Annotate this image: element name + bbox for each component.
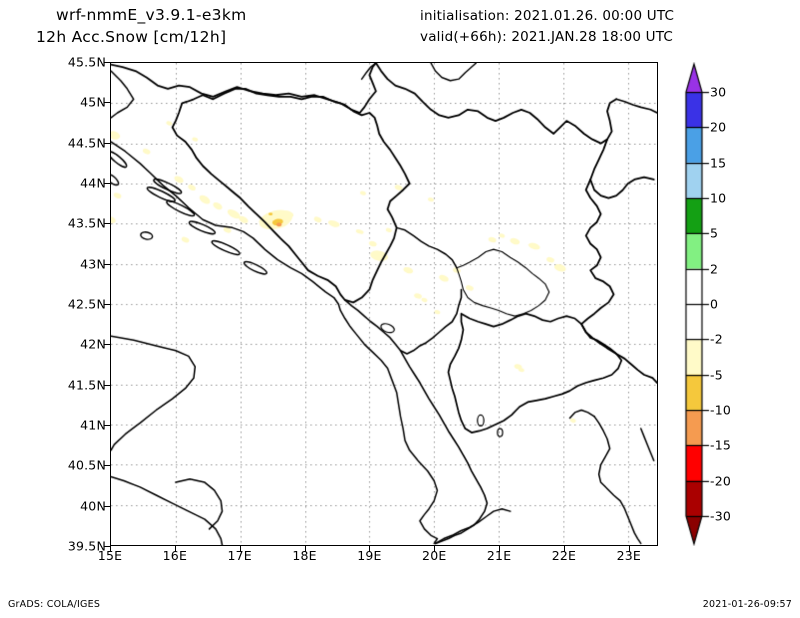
lon-tick-label: 20E [422,548,447,563]
colorbar-tick-label: -2 [710,331,723,347]
lon-tick-label: 21E [486,548,512,563]
lon-tick-label: 19E [357,548,382,563]
lat-tick-label: 44N [80,175,106,191]
lon-tick-mark [174,546,176,552]
lon-tick-mark [434,546,436,552]
lat-tick-label: 40N [80,498,106,514]
grads-credit: GrADS: COLA/IGES [8,599,101,610]
lat-tick-mark [104,465,111,467]
lon-tick-label: 15E [97,548,123,563]
lon-tick-mark [304,546,306,552]
lon-tick-label: 16E [162,548,188,563]
lat-tick-label: 43.5N [67,215,106,231]
lon-tick-label: 22E [551,548,577,563]
lat-tick-label: 41N [80,417,106,433]
lat-tick-label: 42N [80,336,106,352]
lat-tick-label: 43N [80,256,106,272]
colorbar-tick-label: -30 [710,508,732,524]
lat-tick-mark [104,102,111,104]
precipitation-map [111,63,657,545]
colorbar-tick-label: 15 [710,155,727,171]
lat-tick-mark [104,425,111,426]
lon-tick-label: 23E [616,548,642,563]
lon-tick-mark [499,546,501,552]
render-timestamp: 2021-01-26-09:57 [702,599,792,610]
lat-tick-mark [104,505,111,507]
lat-tick-mark [104,223,111,225]
colorbar-gradient [678,62,710,546]
lat-tick-mark [104,546,111,547]
lat-tick-mark [104,62,111,63]
model-title: wrf-nmmE_v3.9.1-e3km [56,6,247,24]
colorbar-tick-label: 10 [710,190,727,206]
colorbar-tick-label: -10 [710,402,732,418]
lat-tick-mark [104,263,111,265]
colorbar-tick-label: 5 [710,225,719,241]
lon-tick-mark [628,546,630,552]
colorbar-tick-label: -5 [710,367,723,383]
lat-tick-label: 44.5N [67,135,106,151]
lat-tick-mark [104,384,111,386]
lat-tick-label: 39.5N [67,538,106,554]
lon-tick-mark [369,546,371,552]
lon-tick-label: 17E [227,548,252,563]
lat-tick-label: 41.5N [67,377,106,393]
lat-tick-label: 40.5N [67,457,106,473]
lat-tick-mark [104,183,111,184]
field-title: 12h Acc.Snow [cm/12h] [36,28,227,46]
colorbar-tick-label: 0 [710,296,719,312]
map-plot-frame [110,62,658,546]
colorbar-tick-label: 20 [710,119,727,135]
header-right-block: initialisation: 2021.01.26. 00:00 UTC va… [420,8,780,45]
lat-tick-label: 42.5N [67,296,106,312]
lat-tick-label: 45.5N [67,54,106,70]
lat-tick-mark [104,344,111,346]
lon-tick-mark [239,546,241,552]
valid-time: valid(+66h): 2021.JAN.28 18:00 UTC [420,29,673,45]
lon-tick-label: 18E [292,548,317,563]
lon-tick-mark [563,546,565,552]
lat-tick-mark [104,142,111,144]
lat-tick-label: 45N [80,94,106,110]
colorbar [678,62,710,546]
lat-tick-mark [104,304,111,305]
colorbar-tick-label: 2 [710,261,719,277]
initialisation-time: initialisation: 2021.01.26. 00:00 UTC [420,8,675,24]
colorbar-tick-label: 30 [710,84,727,100]
lon-tick-mark [110,546,111,552]
header-left-block: wrf-nmmE_v3.9.1-e3km 12h Acc.Snow [cm/12… [36,6,416,46]
colorbar-tick-label: -20 [710,473,732,489]
colorbar-tick-label: -15 [710,437,732,453]
